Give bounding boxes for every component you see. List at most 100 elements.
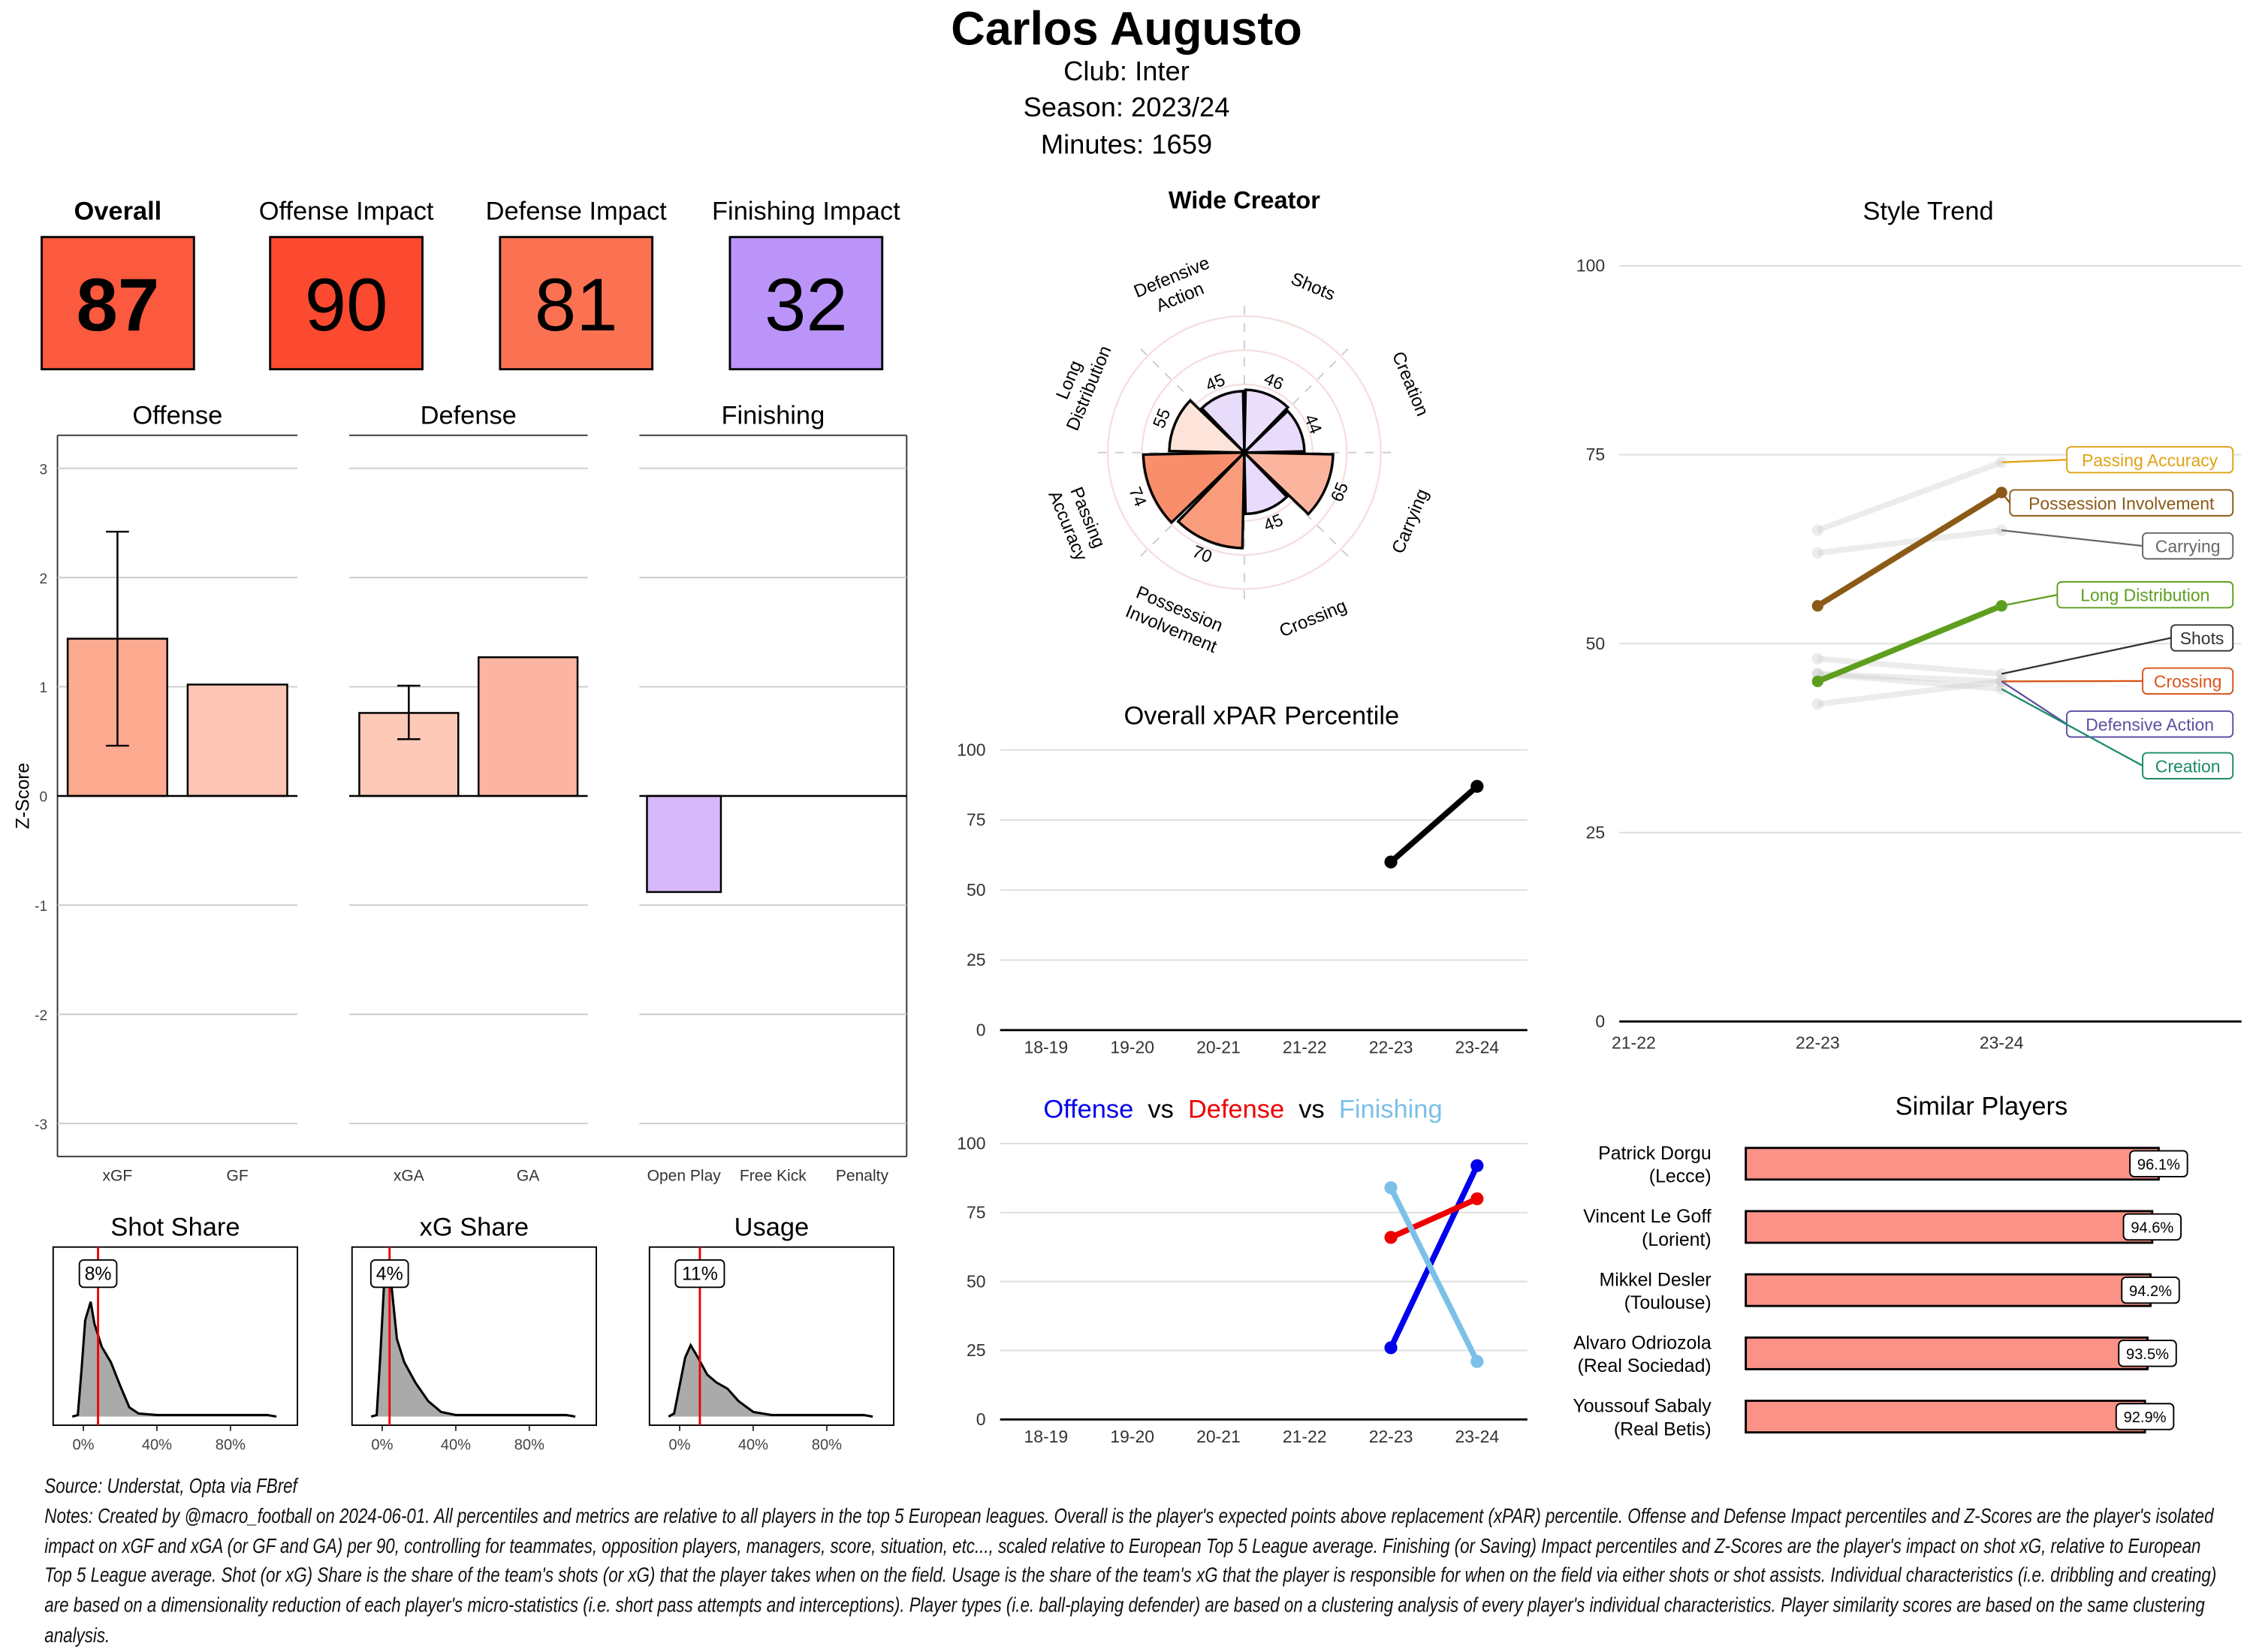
panel-title: xG Share (420, 1213, 529, 1241)
x-tick-label: xGF (103, 1168, 133, 1185)
impact-card: Overall 87 (41, 197, 195, 371)
player-club: (Real Sociedad) (1577, 1355, 1711, 1376)
y-axis-label: Z-Score (12, 763, 33, 829)
player-club: (Lorient) (1642, 1229, 1712, 1250)
similar-player-row: Alvaro Odriozola(Real Sociedad) 93.5% (1573, 1333, 2177, 1376)
y-tick-label: 50 (1586, 634, 1606, 653)
panel-title: Defense (421, 401, 517, 430)
x-tick-label: 22-23 (1369, 1037, 1413, 1057)
x-tick-label: 20-21 (1196, 1037, 1241, 1057)
data-point (1384, 1231, 1398, 1244)
density-area (668, 1345, 873, 1417)
similarity-bar (1745, 1273, 2152, 1307)
x-tick-label: 80% (514, 1436, 544, 1453)
x-tick-label: 21-22 (1283, 1427, 1327, 1446)
radar-value-label: 45 (1202, 369, 1228, 395)
series-label: Long Distribution (2080, 586, 2209, 605)
title-part: vs (1148, 1096, 1173, 1124)
density-panel: Shot Share 8% 0% 40% 80% (52, 1213, 299, 1453)
x-tick-label: 20-21 (1196, 1427, 1241, 1446)
density-curve (370, 1261, 576, 1418)
radar-category-label: LongDistribution (1042, 335, 1115, 434)
radar-wedge (1241, 451, 1335, 516)
similarity-label-box (2115, 1403, 2175, 1430)
label-connector (2001, 593, 2058, 607)
y-tick-label: 50 (967, 880, 986, 900)
radar-value-label: 45 (1261, 510, 1286, 535)
chart-title: Overall xPAR Percentile (1124, 701, 1400, 730)
radar-title: Wide Creator (1169, 186, 1320, 213)
impact-box (728, 236, 884, 371)
y-tick-label: 75 (1586, 445, 1606, 464)
radar-ring (1141, 349, 1348, 556)
similar-player-row: Mikkel Desler(Toulouse) 94.2% (1600, 1269, 2180, 1313)
panel-title: Offense (132, 401, 222, 430)
y-tick-label: 25 (967, 950, 986, 969)
bar-ga (477, 656, 579, 797)
similarity-label-box (2129, 1150, 2188, 1177)
x-tick-label: 0% (72, 1436, 94, 1453)
club-line: Club: Inter (1063, 56, 1190, 86)
x-tick-label: Free Kick (740, 1168, 807, 1185)
density-curve (668, 1343, 873, 1418)
similarity-label: 93.5% (2126, 1346, 2169, 1363)
minutes-line: Minutes: 1659 (1041, 129, 1212, 160)
player-name: Youssouf Sabaly (1573, 1396, 1712, 1417)
trend-line (1817, 527, 2002, 556)
data-point (1384, 1181, 1398, 1195)
impact-card: Defense Impact 81 (486, 197, 667, 371)
x-tick-label: 40% (738, 1436, 768, 1453)
player-club: (Lecce) (1649, 1166, 1712, 1187)
impact-box (499, 236, 654, 371)
category-word: Carrying (1388, 486, 1433, 556)
radar-wedge (1142, 451, 1248, 525)
data-point (1384, 855, 1398, 869)
panel-title: Usage (734, 1213, 810, 1241)
x-tick-label: 40% (142, 1436, 172, 1453)
x-tick-label: 22-23 (1796, 1033, 1840, 1053)
x-tick-label: 80% (812, 1436, 842, 1453)
trend-point (1811, 698, 1823, 710)
bar-open-play (646, 794, 722, 894)
minutes-label: Minutes: (1041, 129, 1144, 160)
series-label-box (2056, 580, 2234, 609)
chart-title: Similar Players (1896, 1093, 2068, 1121)
value-label: 11% (682, 1264, 718, 1285)
radar-wedge (1168, 398, 1248, 454)
y-tick-label: 0 (1595, 1011, 1605, 1031)
x-tick-label: 0% (668, 1436, 690, 1453)
label-connector (2001, 459, 2068, 463)
notes-text: Notes: Created by @macro_football on 202… (44, 1505, 2217, 1648)
radar-value-label: 46 (1262, 369, 1287, 394)
series-label: Defensive Action (2086, 715, 2214, 734)
y-tick-label: 1 (39, 680, 47, 696)
series-line-offense (1388, 1164, 1480, 1349)
label-connector (2001, 688, 2143, 767)
title-part: Finishing (1339, 1096, 1443, 1124)
radar-value-label: 65 (1327, 479, 1353, 505)
similarity-bar (1745, 1210, 2154, 1244)
title-part: Defense (1188, 1096, 1284, 1124)
zscore-panel-offense: Offense xGF GF (57, 401, 298, 1185)
impact-card: Offense Impact 90 (259, 197, 434, 371)
source-text: Source: Understat, Opta via FBref (44, 1475, 297, 1499)
player-name: Alvaro Odriozola (1573, 1333, 1712, 1354)
data-point (1470, 1192, 1484, 1206)
data-point (1384, 1341, 1398, 1355)
value-label: 4% (376, 1264, 403, 1285)
trend-line (1817, 656, 2002, 677)
series-line-finishing (1388, 1186, 1480, 1363)
x-tick-label: Penalty (836, 1168, 889, 1185)
series-line-defense (1389, 1195, 1479, 1241)
trend-line (1816, 460, 2003, 533)
label-connector (2001, 637, 2172, 675)
radar-value-label: 44 (1301, 411, 1326, 437)
trend-line (1816, 603, 2003, 685)
chart-title: Style Trend (1863, 197, 1994, 226)
series-label-box (2142, 532, 2234, 560)
impact-value: 90 (305, 264, 388, 347)
x-tick-label: Open Play (647, 1168, 722, 1185)
trend-point (1811, 675, 1823, 688)
player-name: Carlos Augusto (951, 2, 1302, 55)
